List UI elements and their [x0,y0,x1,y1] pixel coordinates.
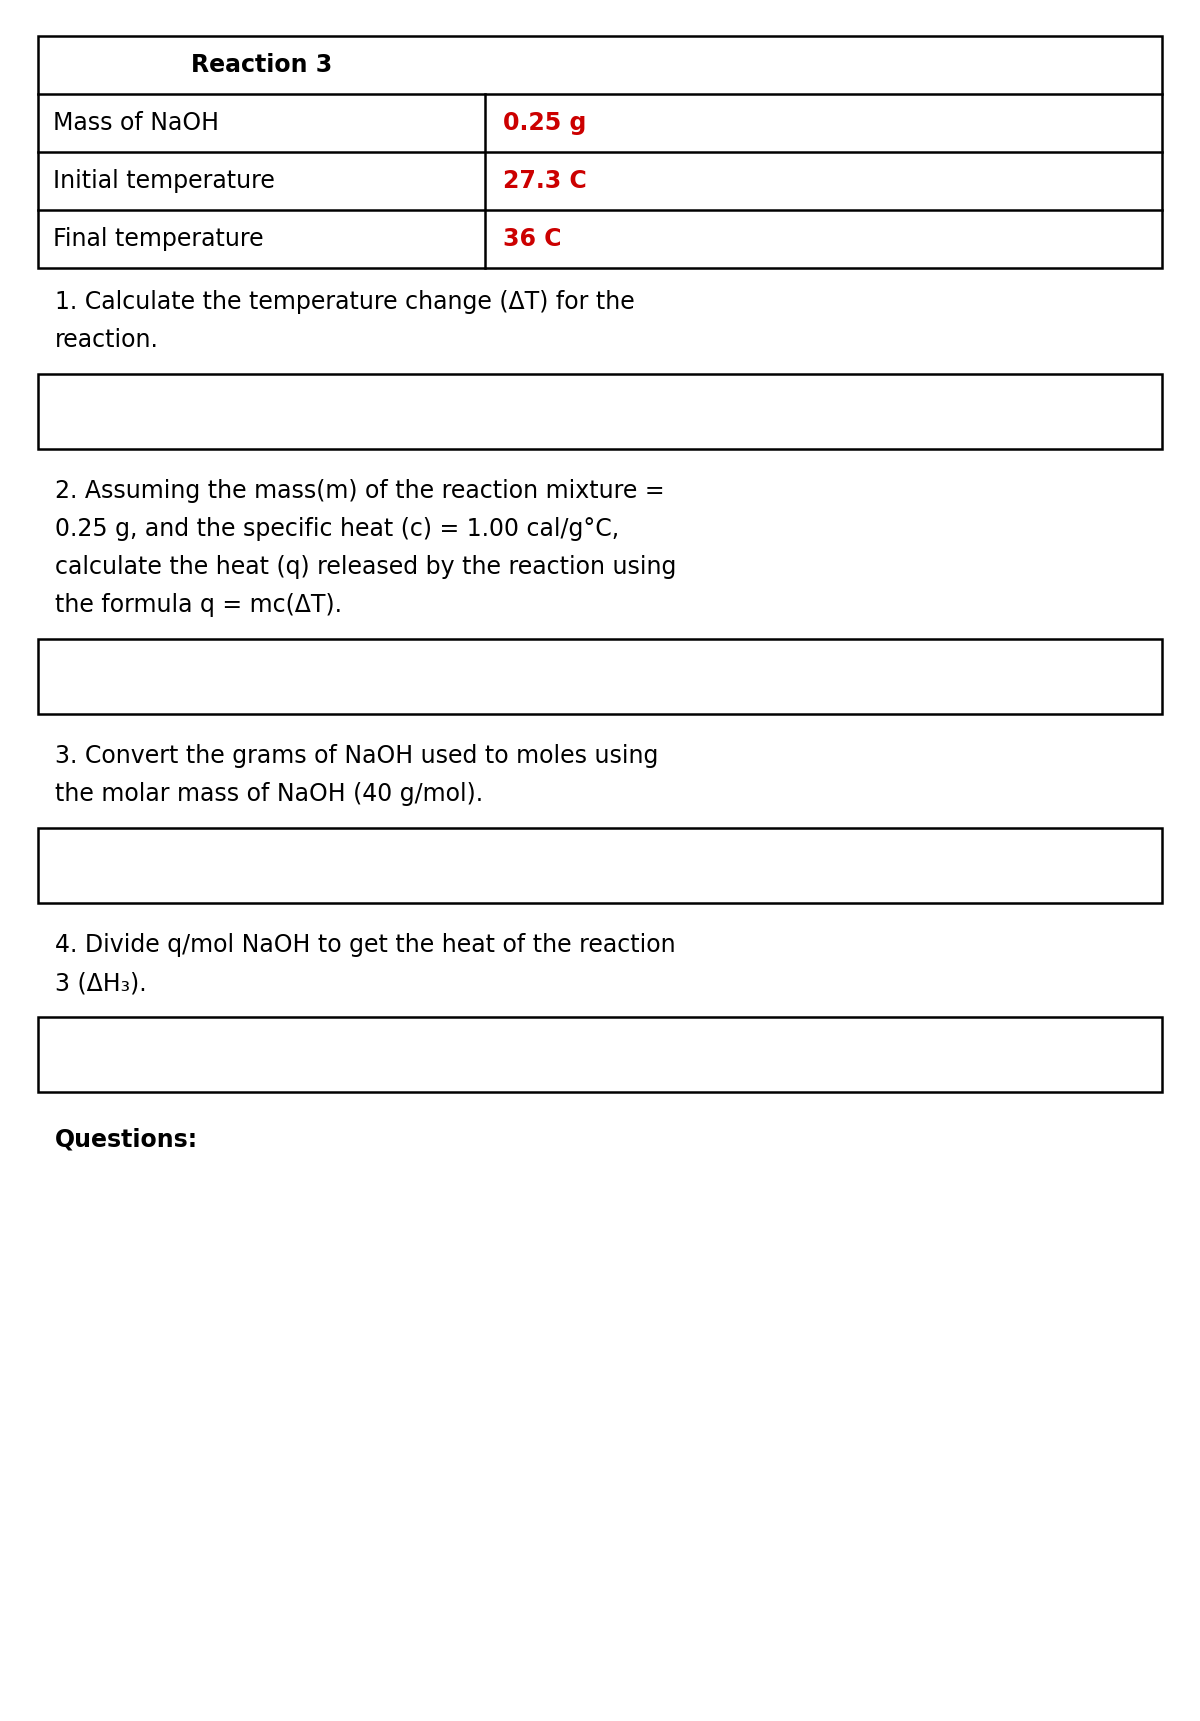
Text: Final temperature: Final temperature [53,227,264,251]
Text: Reaction 3: Reaction 3 [191,53,332,77]
Text: Mass of NaOH: Mass of NaOH [53,110,220,134]
Text: 27.3 C: 27.3 C [503,169,587,193]
Text: 4. Divide q/mol NaOH to get the heat of the reaction: 4. Divide q/mol NaOH to get the heat of … [55,933,676,957]
Text: 0.25 g, and the specific heat (c) = 1.00 cal/g°C,: 0.25 g, and the specific heat (c) = 1.00… [55,516,619,540]
Text: the formula q = mc(ΔT).: the formula q = mc(ΔT). [55,594,342,618]
Text: 0.25 g: 0.25 g [503,110,587,134]
Text: 3 (ΔH₃).: 3 (ΔH₃). [55,971,146,995]
Text: the molar mass of NaOH (40 g/mol).: the molar mass of NaOH (40 g/mol). [55,781,484,805]
Text: 2. Assuming the mass(m) of the reaction mixture =: 2. Assuming the mass(m) of the reaction … [55,478,665,503]
Text: 1. Calculate the temperature change (ΔT) for the: 1. Calculate the temperature change (ΔT)… [55,291,635,313]
Text: reaction.: reaction. [55,329,158,353]
Text: calculate the heat (q) released by the reaction using: calculate the heat (q) released by the r… [55,554,677,578]
Bar [38,373,1162,449]
Bar [38,828,1162,904]
Bar [38,1017,1162,1093]
Bar [38,638,1162,714]
Text: 3. Convert the grams of NaOH used to moles using: 3. Convert the grams of NaOH used to mol… [55,743,659,768]
Text: 36 C: 36 C [503,227,562,251]
Text: Questions:: Questions: [55,1127,198,1151]
Bar [38,36,1162,268]
Text: Initial temperature: Initial temperature [53,169,275,193]
